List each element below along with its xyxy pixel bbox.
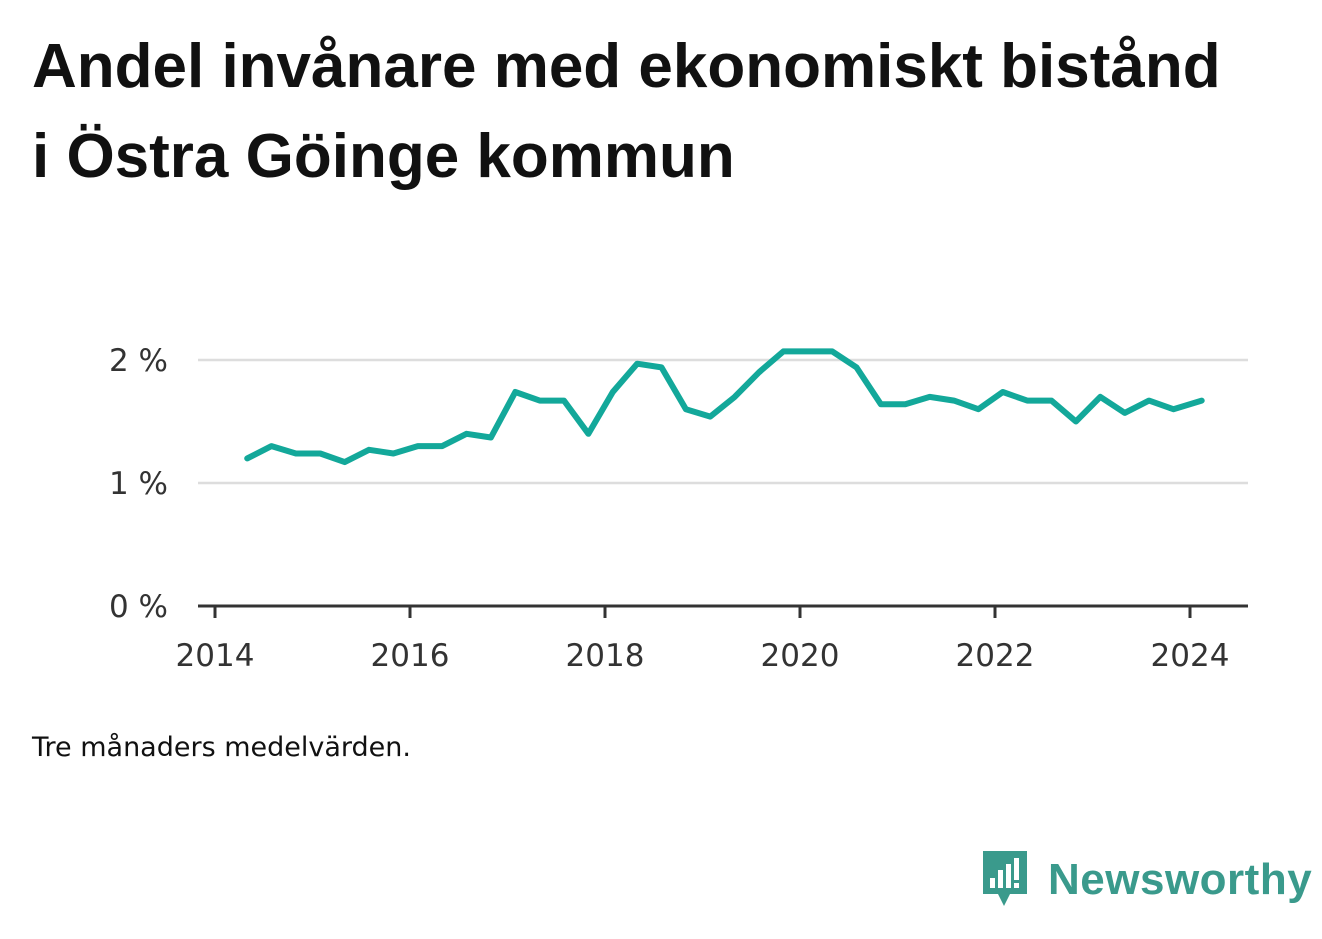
y-tick-label: 0 % [109, 589, 168, 625]
brand-logo: Newsworthy [980, 848, 1312, 912]
series-line [244, 348, 1205, 466]
bar-chart-speech-bubble-icon [980, 848, 1030, 912]
x-tick-labels: 2014 2016 2018 2020 2022 2024 [176, 638, 1230, 674]
chart-title: Andel invånare med ekonomiskt bistånd i … [32, 32, 1221, 191]
data-series [244, 348, 1205, 466]
x-tick-label: 2018 [566, 638, 645, 674]
x-tick-label: 2020 [761, 638, 840, 674]
brand-name: Newsworthy [1048, 855, 1313, 904]
y-gridlines [198, 358, 1248, 485]
y-tick-label: 1 % [109, 466, 168, 502]
x-ticks [213, 606, 1192, 618]
x-tick-label: 2022 [956, 638, 1035, 674]
x-tick-label: 2014 [176, 638, 255, 674]
footnote: Tre månaders medelvärden. [32, 732, 411, 763]
x-tick-label: 2024 [1151, 638, 1230, 674]
x-tick-label: 2016 [371, 638, 450, 674]
y-tick-labels: 0 % 1 % 2 % [109, 343, 168, 625]
y-tick-label: 2 % [109, 343, 168, 379]
